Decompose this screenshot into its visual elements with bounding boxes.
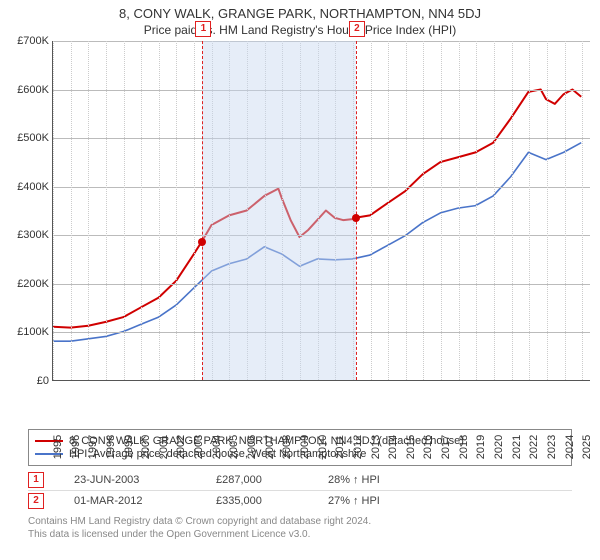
- sale-hpi-pct: 28%: [328, 474, 350, 486]
- x-tick-label: 2008: [281, 435, 293, 459]
- y-tick-label: £700K: [1, 35, 49, 47]
- x-tick-label: 2002: [175, 435, 187, 459]
- sale-date: 01-MAR-2012: [74, 495, 194, 507]
- x-tick-label: 2006: [246, 435, 258, 459]
- arrow-up-icon: ↑: [353, 474, 359, 486]
- x-tick-label: 1995: [52, 435, 64, 459]
- x-tick-label: 1997: [87, 435, 99, 459]
- x-tick-label: 2009: [299, 435, 311, 459]
- y-tick-label: £200K: [1, 278, 49, 290]
- x-tick-label: 2005: [228, 435, 240, 459]
- y-tick-label: £400K: [1, 181, 49, 193]
- x-tick-label: 2001: [158, 435, 170, 459]
- sale-date: 23-JUN-2003: [74, 474, 194, 486]
- y-tick-label: £600K: [1, 84, 49, 96]
- sale-price: £335,000: [216, 495, 306, 507]
- x-tick-label: 2000: [140, 435, 152, 459]
- x-tick-label: 1996: [70, 435, 82, 459]
- y-tick-label: £500K: [1, 132, 49, 144]
- sale-marker-box: 1: [28, 472, 44, 488]
- chart-sale-marker: 2: [349, 21, 365, 37]
- x-tick-label: 2012: [352, 435, 364, 459]
- x-tick-label: 2023: [546, 435, 558, 459]
- x-tick-label: 1998: [105, 435, 117, 459]
- chart-container: 8, CONY WALK, GRANGE PARK, NORTHAMPTON, …: [0, 0, 600, 560]
- footer-line: Contains HM Land Registry data © Crown c…: [28, 515, 572, 528]
- footer-line: This data is licensed under the Open Gov…: [28, 528, 572, 541]
- x-tick-label: 2025: [581, 435, 593, 459]
- y-tick-label: £0: [1, 375, 49, 387]
- sale-hpi-label: HPI: [362, 474, 380, 486]
- x-tick-label: 2019: [475, 435, 487, 459]
- x-tick-label: 2021: [511, 435, 523, 459]
- sale-hpi-pct: 27%: [328, 495, 350, 507]
- sale-row: 1 23-JUN-2003 £287,000 28% ↑ HPI: [28, 470, 572, 491]
- x-tick-label: 2010: [317, 435, 329, 459]
- x-tick-label: 2018: [458, 435, 470, 459]
- chart-sale-marker: 1: [195, 21, 211, 37]
- x-tick-label: 2015: [405, 435, 417, 459]
- sale-hpi-label: HPI: [362, 495, 380, 507]
- sale-hpi: 28% ↑ HPI: [328, 474, 380, 486]
- x-tick-label: 2007: [264, 435, 276, 459]
- footer-attribution: Contains HM Land Registry data © Crown c…: [28, 515, 572, 541]
- sale-marker-box: 2: [28, 493, 44, 509]
- x-tick-label: 2022: [528, 435, 540, 459]
- sale-rows: 1 23-JUN-2003 £287,000 28% ↑ HPI 2 01-MA…: [28, 470, 572, 511]
- arrow-up-icon: ↑: [353, 495, 359, 507]
- sale-row: 2 01-MAR-2012 £335,000 27% ↑ HPI: [28, 491, 572, 511]
- sale-point-dot: [352, 214, 360, 222]
- x-tick-label: 1999: [123, 435, 135, 459]
- x-tick-label: 2003: [193, 435, 205, 459]
- sale-hpi: 27% ↑ HPI: [328, 495, 380, 507]
- x-tick-label: 2017: [440, 435, 452, 459]
- x-tick-label: 2024: [564, 435, 576, 459]
- plot-area: £0£100K£200K£300K£400K£500K£600K£700K12: [52, 41, 590, 381]
- x-tick-label: 2013: [370, 435, 382, 459]
- y-tick-label: £300K: [1, 229, 49, 241]
- sale-point-dot: [198, 238, 206, 246]
- x-axis: 1995199619971998199920002001200220032004…: [52, 381, 590, 423]
- sale-price: £287,000: [216, 474, 306, 486]
- y-tick-label: £100K: [1, 326, 49, 338]
- x-tick-label: 2020: [493, 435, 505, 459]
- x-tick-label: 2011: [334, 435, 346, 459]
- x-tick-label: 2016: [422, 435, 434, 459]
- x-tick-label: 2014: [387, 435, 399, 459]
- chart-subtitle: Price paid vs. HM Land Registry's House …: [0, 21, 600, 41]
- chart-title: 8, CONY WALK, GRANGE PARK, NORTHAMPTON, …: [0, 0, 600, 21]
- x-tick-label: 2004: [211, 435, 223, 459]
